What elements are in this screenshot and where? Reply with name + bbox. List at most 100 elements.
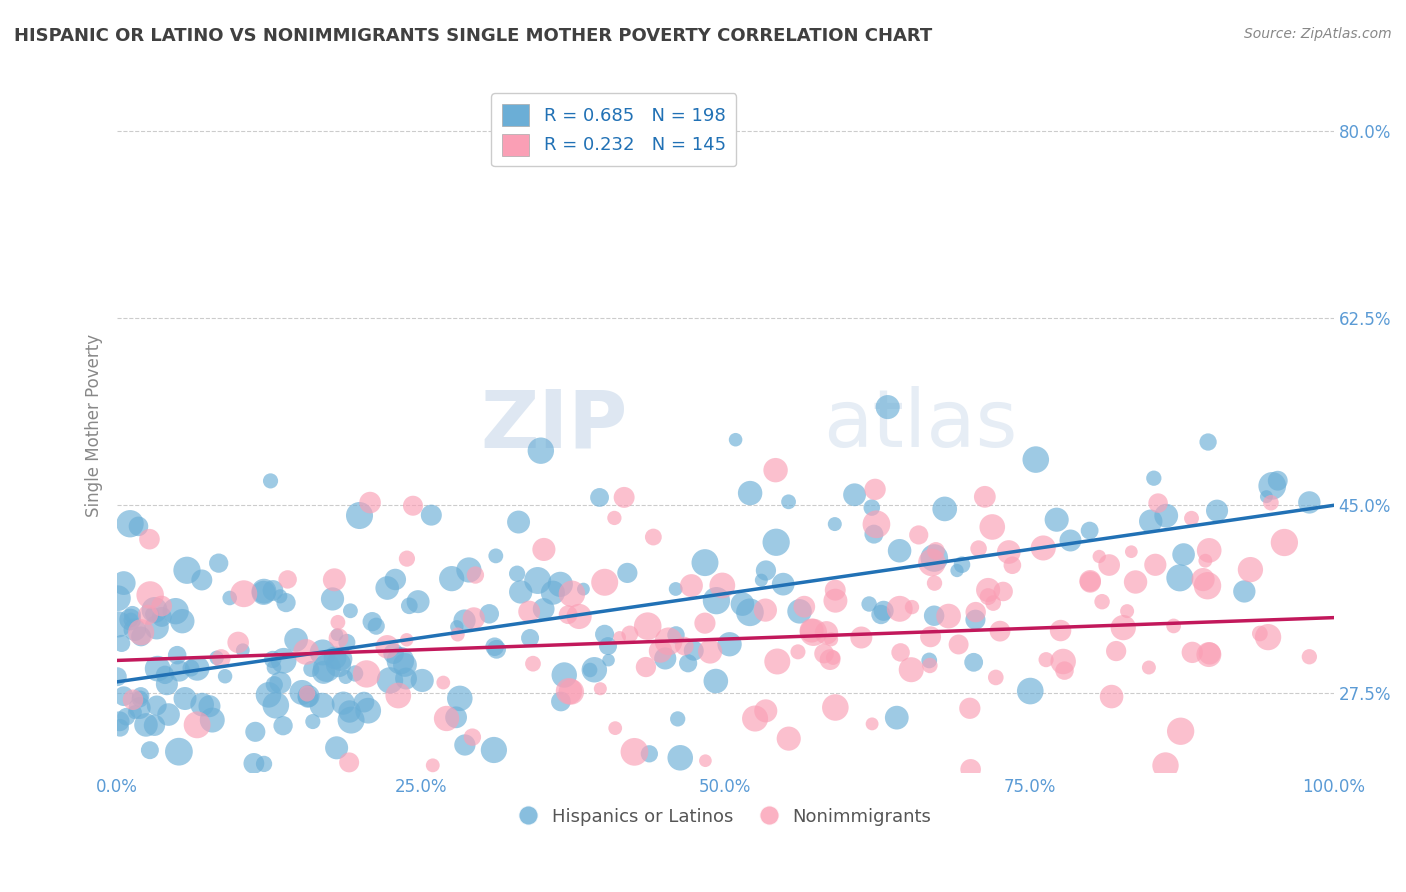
Point xyxy=(294,788,316,802)
Point xyxy=(1001,558,1024,573)
Point xyxy=(1078,574,1101,588)
Point xyxy=(444,710,467,724)
Point xyxy=(522,657,544,671)
Point xyxy=(264,698,287,713)
Point xyxy=(478,607,501,621)
Point xyxy=(232,587,254,601)
Point xyxy=(205,650,228,665)
Point xyxy=(349,508,371,523)
Point xyxy=(262,583,284,598)
Point xyxy=(461,730,484,744)
Point xyxy=(295,686,318,700)
Point xyxy=(711,578,734,592)
Point xyxy=(395,551,418,566)
Point xyxy=(665,628,688,642)
Point xyxy=(803,625,825,640)
Point xyxy=(907,528,929,542)
Point xyxy=(1168,571,1191,585)
Text: atlas: atlas xyxy=(823,386,1017,464)
Point xyxy=(920,630,942,644)
Point xyxy=(395,672,418,686)
Point xyxy=(1025,452,1047,467)
Point xyxy=(127,519,149,533)
Point xyxy=(361,615,384,629)
Point xyxy=(145,620,167,634)
Point xyxy=(120,613,142,627)
Point xyxy=(156,677,179,691)
Point xyxy=(1181,645,1204,659)
Point xyxy=(440,572,463,586)
Point xyxy=(344,666,367,681)
Point xyxy=(387,689,409,703)
Point xyxy=(637,619,659,633)
Point xyxy=(1194,554,1216,568)
Point xyxy=(167,745,190,759)
Point xyxy=(295,645,318,659)
Point xyxy=(165,604,187,618)
Point xyxy=(676,657,699,671)
Point xyxy=(323,573,346,587)
Point xyxy=(112,576,135,591)
Point xyxy=(1112,621,1135,635)
Point xyxy=(253,756,276,771)
Point xyxy=(411,673,433,688)
Point xyxy=(1233,584,1256,599)
Point xyxy=(226,635,249,649)
Point xyxy=(1256,490,1278,504)
Point xyxy=(858,597,880,611)
Point xyxy=(889,602,911,616)
Point xyxy=(922,551,945,566)
Point xyxy=(446,620,468,634)
Point xyxy=(166,648,188,662)
Point xyxy=(1116,604,1139,618)
Point xyxy=(321,591,343,606)
Point xyxy=(517,605,540,619)
Point xyxy=(755,704,778,718)
Point xyxy=(378,673,401,688)
Point xyxy=(1143,471,1166,485)
Point xyxy=(329,652,352,666)
Point xyxy=(918,658,941,673)
Point xyxy=(398,599,420,613)
Point xyxy=(332,696,354,710)
Point xyxy=(1239,563,1261,577)
Point xyxy=(650,644,672,658)
Point xyxy=(765,463,787,477)
Point xyxy=(704,674,727,689)
Point xyxy=(1078,575,1101,590)
Point xyxy=(619,627,641,641)
Point xyxy=(844,488,866,502)
Point xyxy=(269,675,291,690)
Point xyxy=(666,712,689,726)
Point xyxy=(277,573,299,587)
Point xyxy=(422,758,444,772)
Point xyxy=(356,667,378,681)
Point xyxy=(214,669,236,683)
Point xyxy=(297,689,319,703)
Point xyxy=(558,684,581,698)
Point xyxy=(984,670,1007,684)
Point xyxy=(959,701,981,715)
Point xyxy=(139,743,162,757)
Point xyxy=(285,632,308,647)
Point xyxy=(1197,435,1219,450)
Point xyxy=(482,743,505,757)
Point xyxy=(138,532,160,546)
Point xyxy=(312,645,335,659)
Point xyxy=(526,574,548,588)
Point xyxy=(111,636,134,650)
Point xyxy=(328,631,350,645)
Point xyxy=(326,615,349,630)
Point xyxy=(560,685,582,699)
Point xyxy=(297,690,319,705)
Point xyxy=(789,604,811,618)
Point xyxy=(1206,503,1229,517)
Point xyxy=(813,647,835,661)
Point xyxy=(623,745,645,759)
Point xyxy=(1098,558,1121,572)
Point xyxy=(616,566,638,580)
Point xyxy=(583,663,606,677)
Point xyxy=(1147,496,1170,510)
Point xyxy=(530,443,553,458)
Point xyxy=(436,711,458,725)
